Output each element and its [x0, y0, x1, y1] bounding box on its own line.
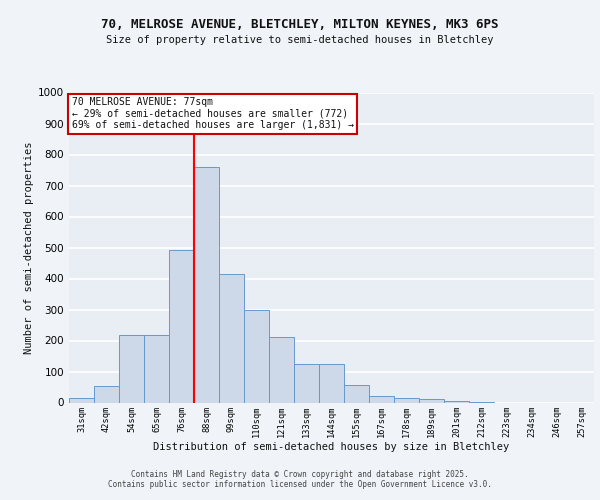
Text: Contains HM Land Registry data © Crown copyright and database right 2025.
Contai: Contains HM Land Registry data © Crown c… [108, 470, 492, 489]
Bar [94, 386, 119, 402]
Text: 70 MELROSE AVENUE: 77sqm
← 29% of semi-detached houses are smaller (772)
69% of : 70 MELROSE AVENUE: 77sqm ← 29% of semi-d… [71, 97, 353, 130]
Bar [144, 335, 169, 402]
Bar [269, 338, 294, 402]
Bar [344, 384, 369, 402]
Bar [194, 167, 219, 402]
Bar [219, 274, 244, 402]
Text: 70, MELROSE AVENUE, BLETCHLEY, MILTON KEYNES, MK3 6PS: 70, MELROSE AVENUE, BLETCHLEY, MILTON KE… [101, 18, 499, 30]
Bar [169, 250, 194, 402]
Y-axis label: Number of semi-detached properties: Number of semi-detached properties [24, 141, 34, 354]
Bar [394, 398, 419, 402]
Bar [319, 364, 344, 403]
Bar [444, 401, 469, 402]
Bar [294, 364, 319, 403]
Bar [369, 396, 394, 402]
X-axis label: Distribution of semi-detached houses by size in Bletchley: Distribution of semi-detached houses by … [154, 442, 509, 452]
Bar [419, 400, 444, 402]
Bar [244, 310, 269, 402]
Bar [69, 398, 94, 402]
Text: Size of property relative to semi-detached houses in Bletchley: Size of property relative to semi-detach… [106, 35, 494, 45]
Bar [119, 335, 144, 402]
